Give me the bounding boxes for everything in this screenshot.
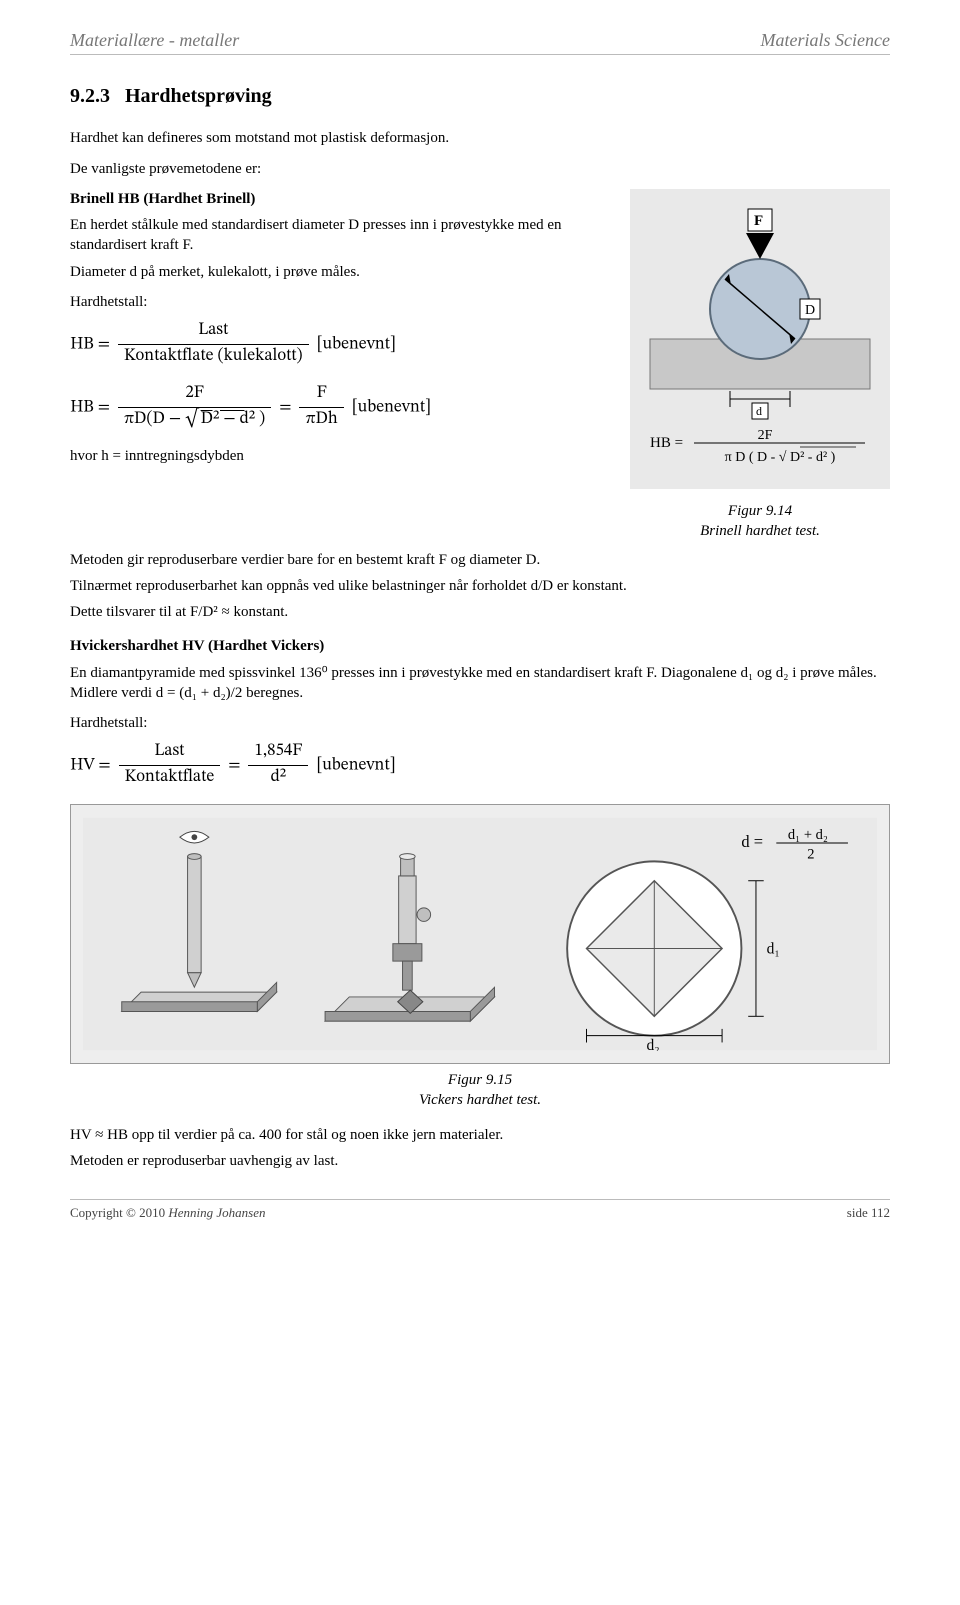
hv-den2: d² xyxy=(248,766,308,790)
fig-d2: d₂ xyxy=(647,1037,660,1051)
brinell-p1: En herdet stålkule med standardisert dia… xyxy=(70,215,610,256)
brinell-p2: Diameter d på merket, kulekalott, i prøv… xyxy=(70,262,610,282)
fig-d-label: d xyxy=(756,404,762,418)
brinell-caption-1: Figur 9.14 xyxy=(630,501,890,521)
brinell-heading: Brinell HB (Hardhet Brinell) xyxy=(70,189,610,209)
eq1-unit: [ubenevnt] xyxy=(317,337,396,354)
brinell-eq2: HB = 2F πD(D − √D² − d² ) = F πDh [ubene… xyxy=(70,383,610,432)
header-right: Materials Science xyxy=(761,28,890,52)
eq2-den2: πDh xyxy=(299,408,343,432)
fig-hb-num: 2F xyxy=(758,428,773,443)
brinell-figure-col: D F d HB = 2F π D ( D - √ D² - d² ) Figu… xyxy=(630,189,890,542)
brinell-caption-2: Brinell hardhet test. xyxy=(630,521,890,541)
vickers-ht-label: Hardhetstall: xyxy=(70,713,890,733)
vickers-p2b: Metoden er reproduserbar uavhengig av la… xyxy=(70,1151,890,1171)
fig-hb-den: π D ( D - √ D² - d² ) xyxy=(725,450,836,465)
section-number: 9.2.3 xyxy=(70,85,110,107)
eq2-num1: 2F xyxy=(118,383,271,408)
eq1-lhs: HB = xyxy=(70,337,110,354)
fig-hb: HB = xyxy=(650,435,683,451)
section-title: Hardhetsprøving xyxy=(125,85,272,107)
vickers-heading: Hvickershardhet HV (Hardhet Vickers) xyxy=(70,636,890,656)
footer-copyright: Copyright © 2010 xyxy=(70,1205,168,1220)
eq2-lhs: HB = xyxy=(70,399,110,416)
intro-p1: Hardhet kan defineres som motstand mot p… xyxy=(70,128,890,148)
eq1-num: Last xyxy=(118,320,309,345)
eq2-den1: πD(D − √D² − d² ) xyxy=(118,408,271,432)
brinell-p3c: Dette tilsvarer til at F/D² ≈ konstant. xyxy=(70,602,890,622)
fig-d-num: d₁ + d₂ xyxy=(788,827,828,843)
brinell-p3b: Tilnærmet reproduserbarhet kan oppnås ve… xyxy=(70,576,890,596)
fig-d-lhs: d = xyxy=(741,832,763,851)
fig-D-label: D xyxy=(805,303,815,318)
brinell-p3a: Metoden gir reproduserbare verdier bare … xyxy=(70,550,890,570)
eq2-num2: F xyxy=(299,383,343,408)
vickers-eq: HV = Last Kontaktflate = 1,854F d² [uben… xyxy=(70,741,890,790)
fig-d1: d₁ xyxy=(767,941,780,958)
hv-frac2: 1,854F d² xyxy=(248,741,308,790)
hv-eq: = xyxy=(228,758,244,775)
vickers-figure: d₁ d₂ d = d₁ + d₂ 2 xyxy=(70,804,890,1064)
page-footer: Copyright © 2010 Henning Johansen side 1… xyxy=(70,1199,890,1222)
hv-frac1: Last Kontaktflate xyxy=(119,741,221,790)
fig-F-label: F xyxy=(754,213,763,229)
hv-den1: Kontaktflate xyxy=(119,766,221,790)
brinell-eq1: HB = Last Kontaktflate (kulekalott) [ube… xyxy=(70,320,610,369)
fig-d-den: 2 xyxy=(807,847,814,863)
vickers-svg: d₁ d₂ d = d₁ + d₂ 2 xyxy=(83,817,877,1051)
eq2-frac2: F πDh xyxy=(299,383,343,432)
hv-num1: Last xyxy=(119,741,221,766)
eq2-eq: = xyxy=(279,399,295,416)
eq2-frac1: 2F πD(D − √D² − d² ) xyxy=(118,383,271,432)
eq1-frac: Last Kontaktflate (kulekalott) xyxy=(118,320,309,369)
page-header: Materiallære - metaller Materials Scienc… xyxy=(70,28,890,55)
vickers-caption-1: Figur 9.15 xyxy=(70,1070,890,1090)
hv-unit: [ubenevnt] xyxy=(316,758,395,775)
brinell-caption: Figur 9.14 Brinell hardhet test. xyxy=(630,501,890,542)
brinell-hline: hvor h = inntregningsdybden xyxy=(70,446,610,466)
footer-author: Henning Johansen xyxy=(168,1205,265,1220)
hv-num2: 1,854F xyxy=(248,741,308,766)
vickers-caption: Figur 9.15 Vickers hardhet test. xyxy=(70,1070,890,1111)
brinell-ht-label: Hardhetstall: xyxy=(70,292,610,312)
brinell-row: Brinell HB (Hardhet Brinell) En herdet s… xyxy=(70,189,890,542)
footer-left: Copyright © 2010 Henning Johansen xyxy=(70,1204,265,1222)
hv-lhs: HV = xyxy=(70,758,111,775)
eq1-den: Kontaktflate (kulekalott) xyxy=(118,345,309,369)
vickers-caption-2: Vickers hardhet test. xyxy=(70,1090,890,1110)
footer-page: side 112 xyxy=(847,1204,890,1222)
eq2-unit: [ubenevnt] xyxy=(352,399,431,416)
brinell-text: Brinell HB (Hardhet Brinell) En herdet s… xyxy=(70,189,610,472)
brinell-figure: D F d HB = 2F π D ( D - √ D² - d² ) xyxy=(630,189,890,489)
vickers-p2a: HV ≈ HB opp til verdier på ca. 400 for s… xyxy=(70,1125,890,1145)
header-left: Materiallære - metaller xyxy=(70,28,239,52)
vickers-p1: En diamantpyramide med spissvinkel 136⁰ … xyxy=(70,663,890,704)
section-heading: 9.2.3 Hardhetsprøving xyxy=(70,83,890,110)
intro-p2: De vanligste prøvemetodene er: xyxy=(70,159,890,179)
